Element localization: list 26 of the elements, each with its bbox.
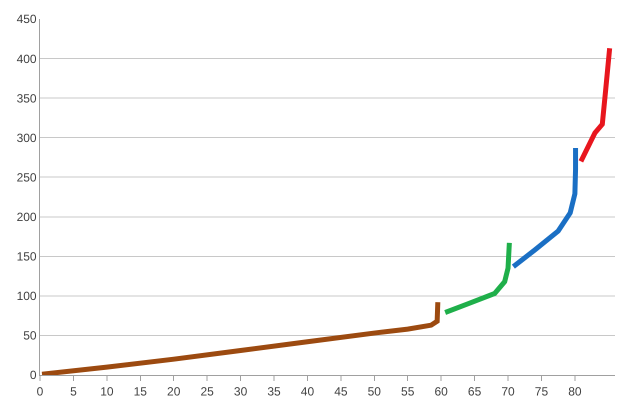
y-tick-label: 0 <box>30 368 37 382</box>
x-tick-label: 45 <box>334 384 348 398</box>
x-tick-label: 50 <box>368 384 382 398</box>
x-tick-label: 20 <box>167 384 181 398</box>
x-tick-label: 5 <box>70 384 78 398</box>
x-tick-label: 25 <box>200 384 214 398</box>
y-tick-label: 300 <box>16 130 37 145</box>
x-tick-label: 10 <box>100 384 114 398</box>
x-tick-label: 70 <box>501 384 516 398</box>
y-tick-label: 250 <box>16 170 37 184</box>
x-tick-label: 65 <box>468 384 482 398</box>
x-tick-label: 15 <box>134 384 148 398</box>
x-tick-label: 35 <box>267 384 282 398</box>
y-tick-label: 200 <box>16 210 37 224</box>
y-tick-label: 150 <box>16 250 37 264</box>
y-tick-label: 350 <box>16 91 37 106</box>
y-tick-label: 400 <box>16 52 37 66</box>
x-tick-label: 60 <box>434 384 448 398</box>
x-tick-label: 55 <box>401 384 415 398</box>
x-tick-label: 80 <box>568 384 582 398</box>
y-tick-label: 100 <box>16 289 37 304</box>
y-tick-label: 50 <box>23 328 37 343</box>
x-tick-label: 30 <box>234 384 248 398</box>
y-tick-label: 450 <box>16 12 37 26</box>
x-tick-label: 40 <box>300 384 314 398</box>
x-tick-label: 75 <box>534 384 548 398</box>
